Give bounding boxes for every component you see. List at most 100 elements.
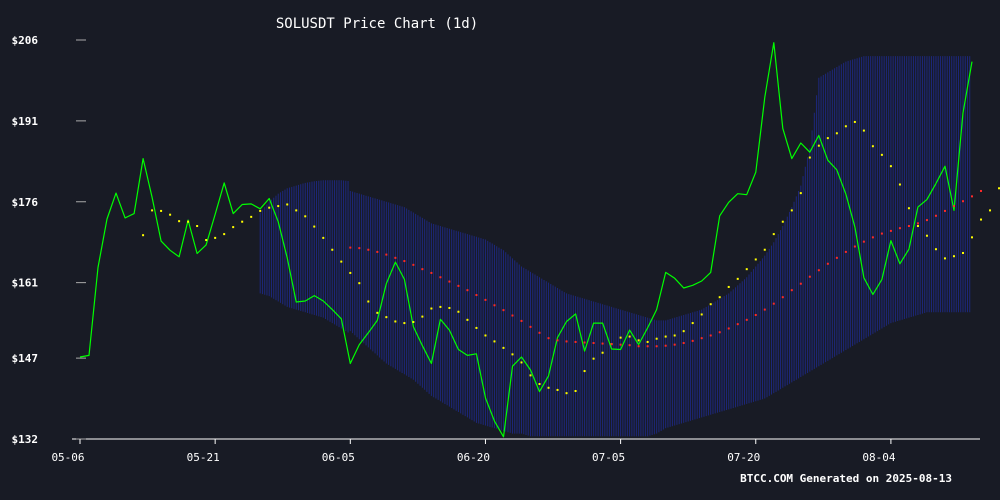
ma_short-point bbox=[718, 296, 721, 299]
ma_long-point bbox=[844, 250, 847, 253]
ma_short-point bbox=[295, 209, 298, 212]
ma_short-point bbox=[430, 307, 433, 310]
ma_long-point bbox=[502, 309, 505, 312]
ma_short-point bbox=[196, 225, 199, 228]
ma_short-point bbox=[187, 220, 190, 223]
ma_long-point bbox=[718, 331, 721, 334]
ma_long-point bbox=[466, 289, 469, 292]
ma_long-point bbox=[376, 250, 379, 253]
ma_short-point bbox=[178, 220, 181, 223]
ma_short-point bbox=[971, 236, 973, 239]
ma_long-point bbox=[754, 313, 757, 316]
ma_long-point bbox=[971, 195, 973, 198]
ma_short-point bbox=[853, 120, 856, 123]
ma_long-point bbox=[934, 214, 937, 217]
ma_long-point bbox=[808, 275, 811, 278]
ma_long-point bbox=[619, 343, 622, 346]
x-tick-label: 07-05 bbox=[592, 451, 625, 464]
ma_long-point bbox=[745, 318, 748, 321]
ma_long-point bbox=[772, 302, 775, 305]
ma_short-point bbox=[286, 203, 289, 206]
ma_long-point bbox=[412, 263, 415, 266]
ma_short-point bbox=[556, 388, 559, 391]
ma_short-point bbox=[475, 326, 478, 329]
ma_short-point bbox=[916, 225, 919, 228]
ma_long-point bbox=[664, 344, 667, 347]
ma_short-point bbox=[880, 153, 883, 156]
ma_long-point bbox=[583, 341, 586, 344]
ma_short-point bbox=[529, 374, 532, 377]
ma_short-point bbox=[952, 255, 955, 258]
ma_short-point bbox=[817, 144, 820, 147]
ma_short-point bbox=[826, 137, 829, 140]
ma_long-point bbox=[889, 229, 892, 232]
ma_short-point bbox=[835, 132, 838, 135]
ma_long-point bbox=[394, 256, 397, 259]
ma_long-point bbox=[655, 345, 658, 348]
ma_short-point bbox=[358, 282, 361, 285]
ma_long-point bbox=[907, 225, 910, 228]
ma_short-point bbox=[943, 257, 946, 260]
ma_long-point bbox=[862, 240, 865, 243]
x-tick-label: 06-05 bbox=[322, 451, 355, 464]
ma_short-point bbox=[565, 392, 568, 395]
x-tick-label: 08-04 bbox=[862, 451, 895, 464]
ma_short-point bbox=[259, 209, 262, 212]
x-tick-label: 07-20 bbox=[727, 451, 760, 464]
ma_long-point bbox=[538, 331, 541, 334]
ma_long-point bbox=[430, 271, 433, 274]
ma_long-point bbox=[475, 294, 478, 297]
ma_long-point bbox=[547, 337, 550, 340]
y-tick-label: $161 bbox=[12, 277, 39, 290]
ma_short-point bbox=[466, 318, 469, 321]
ma_short-point bbox=[241, 220, 244, 223]
ma_short-point bbox=[169, 213, 172, 216]
ma_short-point bbox=[520, 361, 523, 364]
ma_long-point bbox=[736, 323, 739, 326]
ma_long-point bbox=[646, 345, 649, 348]
ma_short-point bbox=[745, 268, 748, 271]
ma_long-point bbox=[853, 245, 856, 248]
ma_long-point bbox=[556, 339, 559, 342]
y-tick-label: $191 bbox=[12, 115, 39, 128]
ma_short-point bbox=[511, 353, 514, 356]
ma_short-point bbox=[637, 339, 640, 342]
ma_long-point bbox=[980, 189, 983, 192]
ma_long-point bbox=[385, 253, 388, 256]
ma_long-point bbox=[349, 246, 352, 249]
ma_short-point bbox=[394, 320, 397, 323]
ma_short-point bbox=[808, 156, 811, 159]
ma_long-point bbox=[916, 222, 919, 225]
ma_long-point bbox=[448, 280, 451, 283]
ma_short-point bbox=[385, 316, 388, 319]
ma_long-point bbox=[709, 334, 712, 337]
ma_short-point bbox=[349, 271, 352, 274]
y-ticks: $206 $191 $176 $161 $147 $132 bbox=[12, 34, 86, 446]
ma_short-point bbox=[709, 303, 712, 306]
ma_short-point bbox=[727, 285, 730, 288]
ma_short-point bbox=[574, 390, 577, 393]
ma_short-point bbox=[592, 357, 595, 360]
ma_long-point bbox=[574, 340, 577, 343]
ma_short-point bbox=[439, 305, 442, 308]
ma_short-point bbox=[448, 306, 451, 309]
ma_long-dots bbox=[349, 189, 983, 348]
bands-layer bbox=[259, 56, 971, 437]
ma_short-point bbox=[403, 322, 406, 325]
ma_long-point bbox=[439, 276, 442, 279]
x-tick-label: 06-20 bbox=[457, 451, 490, 464]
ma_short-point bbox=[664, 335, 667, 338]
ma_short-point bbox=[223, 233, 226, 236]
ma_short-point bbox=[871, 145, 874, 148]
ma_short-point bbox=[673, 334, 676, 337]
ma_long-point bbox=[961, 200, 964, 203]
ma_short-point bbox=[998, 187, 1000, 190]
chart-title: SOLUSDT Price Chart (1d) bbox=[276, 16, 478, 32]
ma_long-point bbox=[880, 232, 883, 235]
ma_short-point bbox=[205, 239, 208, 242]
ma_short-point bbox=[619, 336, 622, 339]
ma_short-point bbox=[772, 233, 775, 236]
ma_short-point bbox=[421, 315, 424, 318]
ma_short-point bbox=[790, 209, 793, 212]
ma_long-point bbox=[403, 260, 406, 263]
